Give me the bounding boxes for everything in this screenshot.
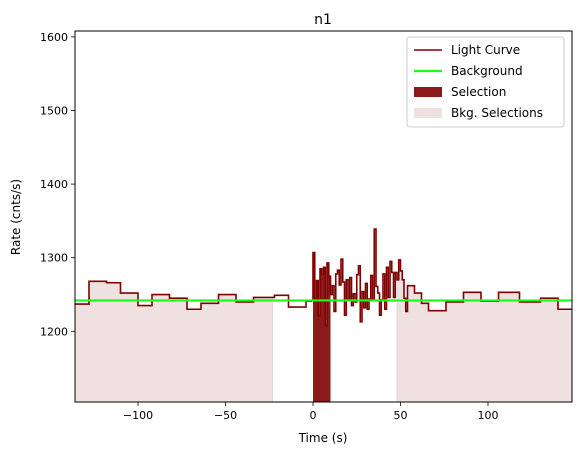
x-tick-label: −50 <box>214 409 237 422</box>
x-tick-label: 0 <box>310 409 317 422</box>
y-axis: 1200 1300 1400 1500 1600 <box>40 31 75 338</box>
legend-swatch <box>414 108 442 118</box>
x-tick-label: 50 <box>394 409 408 422</box>
plot-frame <box>74 30 573 403</box>
x-tick-label: −100 <box>123 409 153 422</box>
x-axis-label: Time (s) <box>298 431 348 445</box>
x-axis: −100 −50 0 50 100 <box>123 402 499 422</box>
y-axis-label: Rate (cnts/s) <box>9 179 23 255</box>
y-tick-label: 1600 <box>40 31 68 44</box>
legend-label: Light Curve <box>451 43 520 57</box>
legend-label: Selection <box>451 85 506 99</box>
legend: Light Curve Background Selection Bkg. Selec… <box>406 36 565 128</box>
selection-region <box>313 252 331 402</box>
bkg-selection-region <box>396 259 572 402</box>
chart-title: n1 <box>314 12 332 28</box>
y-tick-label: 1200 <box>40 325 68 338</box>
legend-label: Bkg. Selections <box>451 106 543 120</box>
y-tick-label: 1500 <box>40 105 68 118</box>
y-tick-label: 1300 <box>40 252 68 265</box>
x-tick-label: 100 <box>478 409 499 422</box>
y-tick-label: 1400 <box>40 178 68 191</box>
legend-swatch <box>414 87 442 97</box>
light-curve-line <box>75 228 572 327</box>
legend-box <box>406 36 565 128</box>
series-layer <box>75 228 572 327</box>
selection-layer <box>313 252 331 402</box>
legend-label: Background <box>451 64 523 78</box>
